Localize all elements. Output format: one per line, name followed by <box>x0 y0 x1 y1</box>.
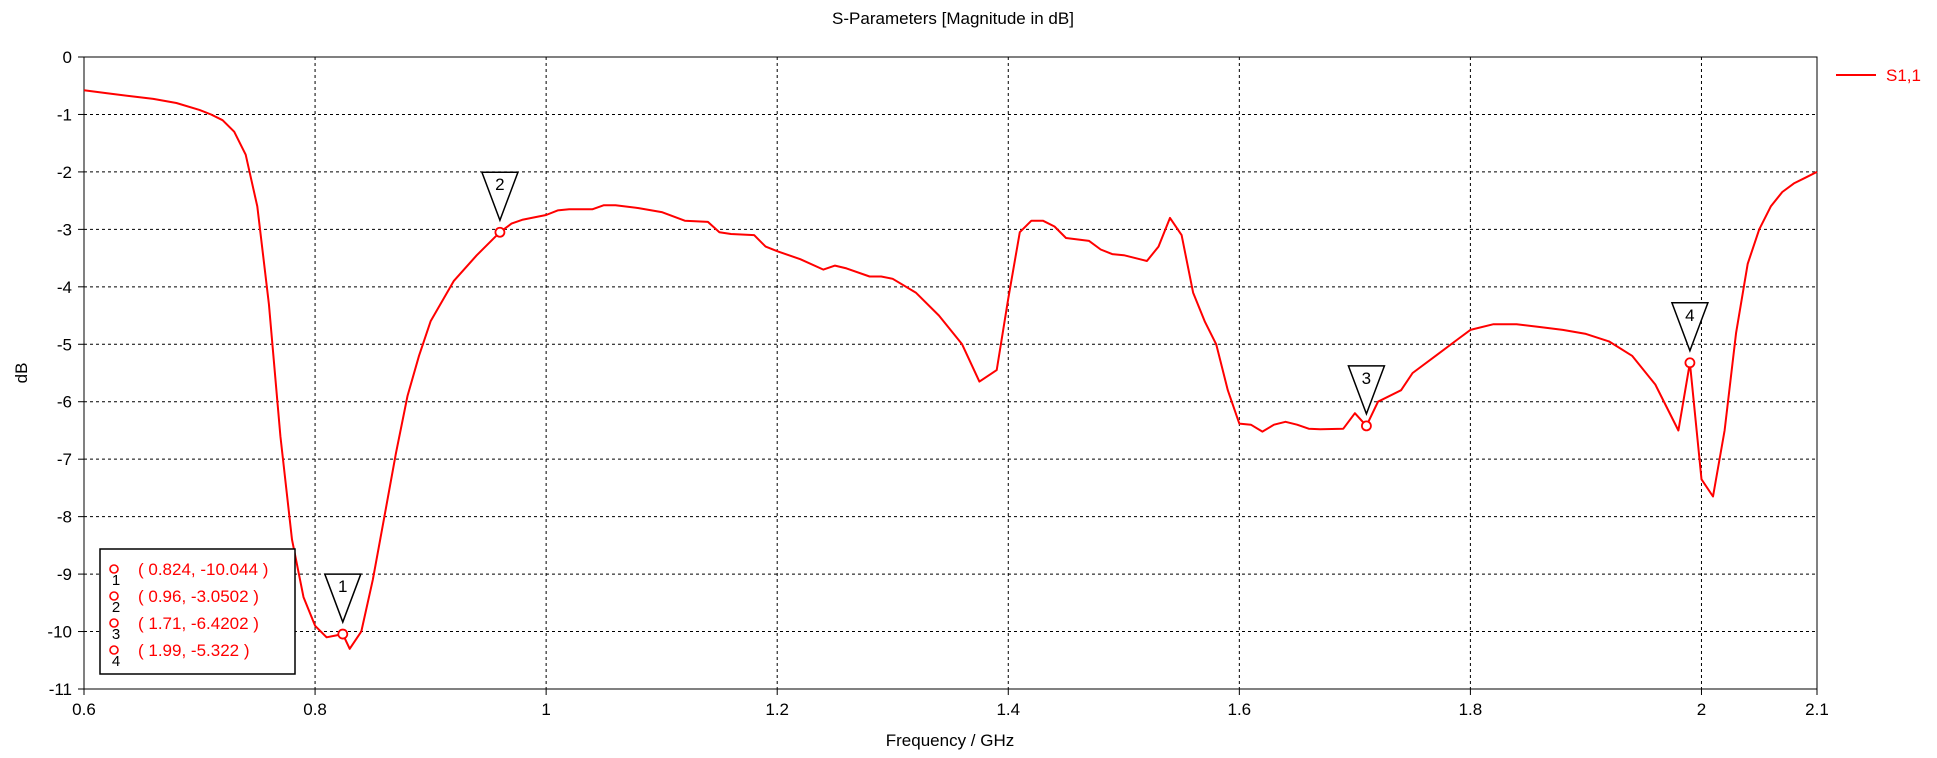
marker-point[interactable] <box>1684 357 1696 369</box>
marker-readout-row: 3 ( 1.71, -6.4202 ) <box>109 614 259 643</box>
readout-marker-value: ( 1.71, -6.4202 ) <box>138 614 259 633</box>
y-axis-label: dB <box>12 363 31 384</box>
marker-2[interactable]: 2 <box>480 171 520 238</box>
readout-marker-value: ( 0.96, -3.0502 ) <box>138 587 259 606</box>
x-tick-label: 2.1 <box>1805 700 1829 719</box>
y-axis-ticks: 0 -1 -2 -3 -4 -5 -6 -7 -8 -9 -10 -11 <box>47 48 84 699</box>
marker-flag <box>480 171 520 223</box>
y-tick-label: -1 <box>57 105 72 124</box>
legend[interactable]: S1,1 <box>1836 66 1921 85</box>
readout-marker-icon <box>109 618 119 628</box>
series-line-s11 <box>83 89 1818 650</box>
y-tick-label: -10 <box>47 623 72 642</box>
legend-label: S1,1 <box>1886 66 1921 85</box>
marker-point[interactable] <box>1361 420 1372 432</box>
x-tick-label: 2 <box>1697 700 1706 719</box>
readout-marker-value: ( 0.824, -10.044 ) <box>138 560 268 579</box>
marker-id-label: 2 <box>495 175 504 194</box>
marker-flag <box>1347 365 1386 417</box>
readout-marker-value: ( 1.99, -5.322 ) <box>138 641 250 660</box>
readout-marker-icon <box>109 645 119 655</box>
marker-readout-row: 4 ( 1.99, -5.322 ) <box>109 641 250 670</box>
y-tick-label: -4 <box>57 278 72 297</box>
marker-3[interactable]: 3 <box>1347 365 1386 432</box>
marker-readout-box: 1 ( 0.824, -10.044 ) 2 ( 0.96, -3.0502 ) 3 ( … <box>99 548 296 675</box>
y-tick-label: -7 <box>57 450 72 469</box>
marker-id-label: 1 <box>338 577 347 596</box>
marker-id-label: 4 <box>1685 306 1694 325</box>
marker-point[interactable] <box>337 628 349 640</box>
readout-marker-id: 1 <box>112 572 120 589</box>
y-tick-label: -6 <box>57 393 72 412</box>
y-tick-label: -11 <box>49 680 72 699</box>
y-tick-label: -8 <box>57 508 72 527</box>
marker-4[interactable]: 4 <box>1670 302 1709 369</box>
marker-id-label: 3 <box>1362 369 1371 388</box>
x-tick-label: 1.6 <box>1228 700 1252 719</box>
readout-marker-icon <box>109 591 119 601</box>
series-lines <box>83 89 1818 650</box>
readout-marker-id: 3 <box>112 626 120 643</box>
marker-box-frame <box>99 548 296 675</box>
x-tick-label: 1 <box>541 700 550 719</box>
readout-marker-id: 4 <box>112 653 120 670</box>
marker-point[interactable] <box>494 226 506 238</box>
readout-marker-icon <box>109 564 119 574</box>
readout-marker-id: 2 <box>112 599 120 616</box>
marker-flag <box>1670 302 1709 353</box>
plot-frame <box>83 56 1818 690</box>
y-tick-label: -3 <box>57 220 72 239</box>
marker-readout-row: 1 ( 0.824, -10.044 ) <box>109 560 268 589</box>
x-tick-label: 1.4 <box>996 700 1020 719</box>
marker-1[interactable]: 1 <box>323 573 362 640</box>
marker-flag <box>323 573 362 625</box>
chart-title: S-Parameters [Magnitude in dB] <box>832 9 1074 28</box>
y-tick-label: -2 <box>57 163 72 182</box>
marker-readout-row: 2 ( 0.96, -3.0502 ) <box>109 587 259 616</box>
y-tick-label: -9 <box>57 565 72 584</box>
markers: 1 2 3 4 <box>323 171 1709 640</box>
x-tick-label: 1.8 <box>1459 700 1483 719</box>
x-axis-label: Frequency / GHz <box>886 731 1015 750</box>
y-tick-label: -5 <box>57 335 72 354</box>
x-tick-label: 0.6 <box>72 700 96 719</box>
y-tick-label: 0 <box>63 48 72 67</box>
x-tick-label: 1.2 <box>765 700 789 719</box>
x-axis-ticks: 0.6 0.8 1 1.2 1.4 1.6 1.8 2 2.1 <box>72 689 1829 719</box>
x-tick-label: 0.8 <box>303 700 327 719</box>
